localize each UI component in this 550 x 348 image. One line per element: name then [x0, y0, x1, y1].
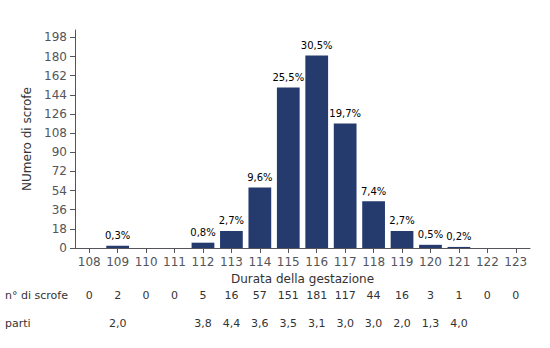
svg-text:0,8%: 0,8%: [190, 227, 215, 238]
svg-text:162: 162: [44, 69, 67, 83]
svg-text:4,0: 4,0: [450, 317, 468, 330]
svg-text:19,7%: 19,7%: [329, 108, 361, 119]
svg-text:3,8: 3,8: [194, 317, 212, 330]
svg-text:151: 151: [278, 289, 299, 302]
svg-text:119: 119: [391, 255, 414, 269]
svg-text:198: 198: [44, 30, 67, 44]
svg-text:25,5%: 25,5%: [272, 72, 304, 83]
svg-text:0: 0: [171, 289, 178, 302]
svg-text:54: 54: [52, 184, 67, 198]
svg-text:3,0: 3,0: [336, 317, 354, 330]
svg-text:9,6%: 9,6%: [247, 172, 272, 183]
svg-text:2,0: 2,0: [109, 317, 127, 330]
svg-text:180: 180: [44, 50, 67, 64]
svg-text:2: 2: [114, 289, 121, 302]
svg-text:113: 113: [220, 255, 243, 269]
svg-text:2,7%: 2,7%: [219, 215, 244, 226]
svg-text:1,3: 1,3: [422, 317, 440, 330]
svg-text:3: 3: [427, 289, 434, 302]
svg-text:0: 0: [512, 289, 519, 302]
svg-text:114: 114: [248, 255, 271, 269]
svg-text:115: 115: [277, 255, 300, 269]
svg-text:0,3%: 0,3%: [105, 230, 130, 241]
svg-text:123: 123: [504, 255, 527, 269]
svg-text:44: 44: [367, 289, 381, 302]
svg-text:36: 36: [52, 203, 67, 217]
svg-text:4,4: 4,4: [223, 317, 241, 330]
svg-text:57: 57: [253, 289, 267, 302]
svg-text:1: 1: [455, 289, 462, 302]
svg-text:181: 181: [306, 289, 327, 302]
svg-text:3,0: 3,0: [365, 317, 383, 330]
svg-text:0: 0: [59, 241, 67, 255]
svg-text:18: 18: [52, 222, 67, 236]
svg-text:117: 117: [335, 289, 356, 302]
svg-text:112: 112: [192, 255, 215, 269]
svg-text:120: 120: [419, 255, 442, 269]
svg-text:NUmero di scrofe: NUmero di scrofe: [20, 87, 34, 191]
svg-text:108: 108: [44, 126, 67, 140]
svg-text:Durata della gestazione: Durata della gestazione: [231, 272, 374, 286]
svg-text:2,7%: 2,7%: [389, 215, 414, 226]
svg-text:72: 72: [52, 164, 67, 178]
svg-text:0: 0: [143, 289, 150, 302]
svg-text:0,5%: 0,5%: [418, 229, 443, 240]
svg-text:126: 126: [44, 107, 67, 121]
svg-text:118: 118: [362, 255, 385, 269]
svg-text:5: 5: [199, 289, 206, 302]
svg-text:144: 144: [44, 88, 67, 102]
svg-text:30,5%: 30,5%: [301, 40, 333, 51]
svg-text:121: 121: [447, 255, 470, 269]
svg-text:108: 108: [78, 255, 101, 269]
svg-text:90: 90: [52, 145, 67, 159]
svg-text:16: 16: [395, 289, 409, 302]
svg-text:3,6: 3,6: [251, 317, 269, 330]
svg-text:116: 116: [305, 255, 328, 269]
svg-text:111: 111: [163, 255, 186, 269]
svg-text:0: 0: [86, 289, 93, 302]
svg-text:2,0: 2,0: [393, 317, 411, 330]
svg-text:0: 0: [484, 289, 491, 302]
svg-text:109: 109: [106, 255, 129, 269]
svg-text:3,1: 3,1: [308, 317, 326, 330]
svg-text:0,2%: 0,2%: [446, 231, 471, 242]
svg-text:122: 122: [476, 255, 499, 269]
svg-text:16: 16: [224, 289, 238, 302]
svg-text:7,4%: 7,4%: [361, 186, 386, 197]
svg-text:110: 110: [135, 255, 158, 269]
svg-text:n° di scrofe: n° di scrofe: [5, 289, 68, 302]
svg-text:3,5: 3,5: [280, 317, 298, 330]
svg-text:117: 117: [334, 255, 357, 269]
svg-text:parti: parti: [5, 317, 31, 330]
